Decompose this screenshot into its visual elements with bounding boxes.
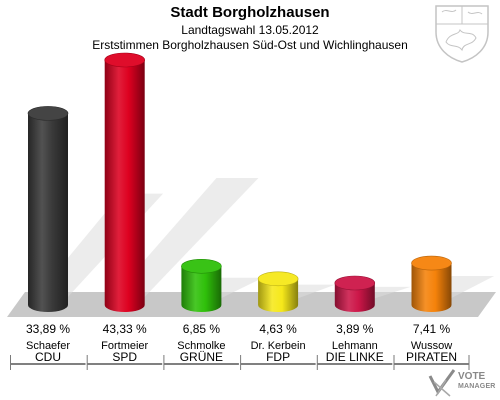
party-label: PIRATEN — [406, 350, 457, 364]
bar-top — [27, 106, 69, 121]
bar-top — [411, 255, 452, 271]
bar-top — [334, 275, 376, 291]
candidate-label: Schaefer — [26, 340, 70, 352]
bar-cdu — [28, 113, 68, 313]
party-label: FDP — [266, 350, 290, 364]
chart-title: Stadt Borgholzhausen — [170, 4, 330, 21]
bar-top — [104, 52, 145, 68]
party-label: DIE LINKE — [326, 350, 384, 364]
bar-die-linke — [334, 283, 375, 312]
value-label: 43,33 % — [103, 322, 147, 336]
brand-line1: VOTE — [458, 371, 486, 382]
bar-piraten — [411, 263, 452, 312]
value-label: 3,89 % — [336, 322, 374, 336]
candidate-label: Dr. Kerbein — [251, 340, 306, 352]
candidate-label: Schmolke — [177, 340, 225, 352]
brand-line2: MANAGER — [458, 383, 496, 390]
party-label: CDU — [35, 350, 61, 364]
value-label: 33,89 % — [26, 322, 70, 336]
bar-top — [257, 271, 299, 287]
party-label: GRÜNE — [180, 350, 223, 364]
vote-manager-logo — [428, 369, 456, 397]
bar-fdp — [258, 278, 299, 312]
bar-top — [181, 258, 222, 274]
chart-description: Erststimmen Borgholzhausen Süd-Ost und W… — [92, 38, 408, 52]
party-label: SPD — [112, 350, 137, 364]
candidate-label: Fortmeier — [101, 340, 148, 352]
candidate-label: Lehmann — [332, 340, 378, 352]
value-label: 6,85 % — [183, 322, 221, 336]
candidate-label: Wussow — [411, 340, 452, 352]
chart-subtitle: Landtagswahl 13.05.2012 — [181, 23, 319, 37]
bar-spd — [104, 60, 145, 312]
bar-shadow — [110, 178, 259, 299]
coat-of-arms-logo — [435, 5, 489, 63]
value-label: 7,41 % — [413, 322, 451, 336]
bar-grüne — [181, 266, 222, 312]
brand-text: VOTE MANAGER — [458, 372, 496, 392]
value-label: 4,63 % — [259, 322, 297, 336]
